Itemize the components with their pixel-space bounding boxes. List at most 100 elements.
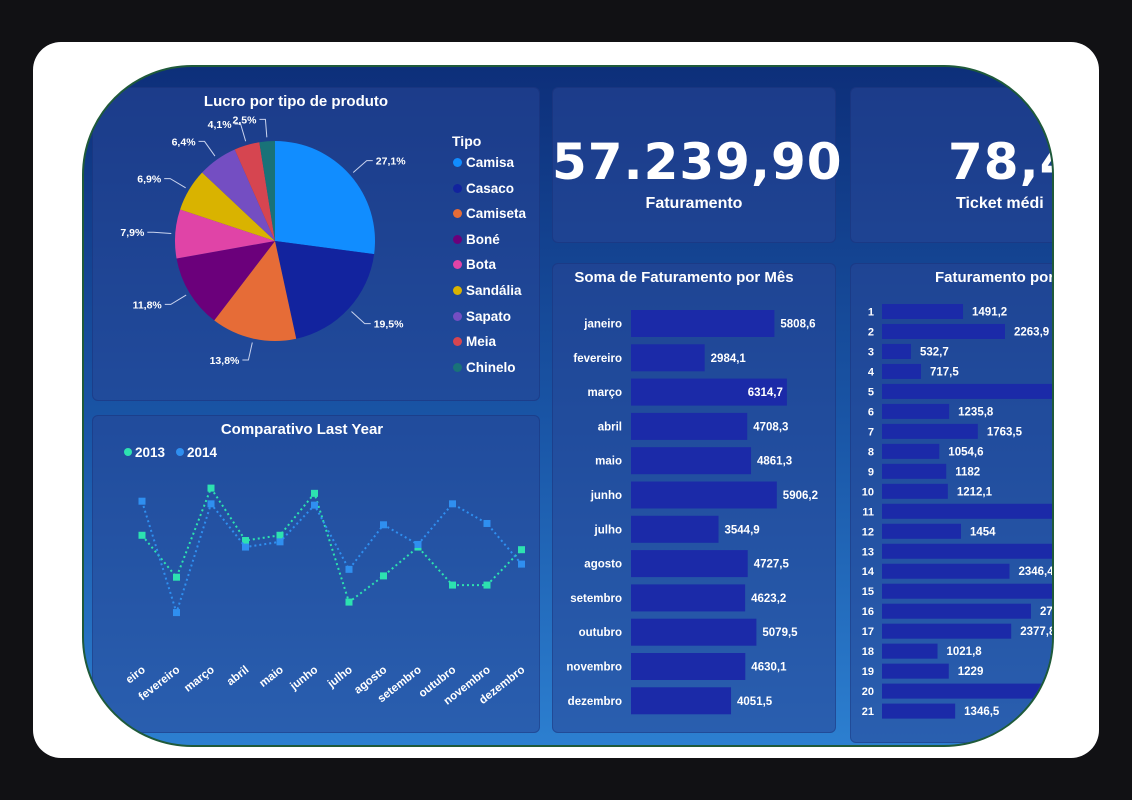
line-point-2014-7 [380, 521, 387, 529]
line-series-2014 [141, 500, 523, 616]
day-bar-15 [882, 603, 1031, 619]
line-point-2013-3 [242, 537, 249, 545]
line-point-2014-0 [138, 497, 146, 505]
legend-item-Meia[interactable]: Meia [453, 334, 496, 349]
pie-slice-3 [176, 241, 275, 321]
day-bar-title: Faturamento por [935, 269, 1054, 286]
month-bar-category-4: maio [595, 456, 622, 468]
line-xtick-0: eiro [124, 664, 148, 686]
day-bar-4 [882, 383, 1052, 399]
pie-label-3: 11,8% [133, 299, 163, 311]
month-bar-6 [631, 515, 719, 543]
month-bar-2 [631, 378, 787, 406]
line-xtick-2: março [182, 664, 217, 695]
pie-label-4: 7,9% [120, 227, 145, 239]
legend-label: Chinelo [466, 359, 516, 375]
legend-dot [453, 260, 462, 270]
day-bar-panel: Faturamento por 1 1491,2 2 2263,9 3 532,7 4 717… [850, 263, 1054, 743]
month-bar-value-9: 5079,5 [762, 627, 798, 639]
legend-item-Chinelo[interactable]: Chinelo [453, 360, 516, 375]
month-bar-category-11: dezembro [568, 696, 622, 708]
line-point-2014-4 [276, 538, 284, 546]
pie-chart[interactable]: 27,1% 19,5% 13,8% 11,8% 7,9% 6,9% 6,4% 4,1% 2,5% [92, 101, 452, 401]
month-bar-category-7: agosto [584, 559, 622, 571]
day-bar-chart[interactable]: 1 1491,2 2 2263,9 3 532,7 4 717,5 5 6 1235,8 7 1763,… [850, 263, 1054, 743]
pie-label-6: 6,4% [172, 136, 197, 148]
line-legend-marker-2013 [124, 448, 132, 456]
day-bar-category-11: 12 [862, 526, 874, 538]
day-bar-category-4: 5 [868, 386, 874, 398]
line-point-2014-11 [518, 560, 525, 568]
month-bar-category-9: outubro [579, 627, 622, 639]
line-point-2014-1 [173, 609, 180, 617]
pie-slice-1 [275, 241, 375, 339]
day-bar-11 [882, 523, 961, 539]
pie-slice-5 [180, 172, 275, 241]
kpi-faturamento-value: 57.239,90 [552, 133, 843, 191]
day-bar-value-2: 532,7 [920, 346, 949, 358]
pie-slice-8 [259, 141, 275, 241]
day-bar-value-11: 1454 [970, 526, 996, 538]
line-point-2013-4 [276, 531, 284, 539]
month-bar-0 [631, 310, 775, 337]
line-legend-2013: 2013 [135, 445, 166, 460]
line-point-2014-2 [207, 500, 215, 508]
line-point-2014-10 [483, 519, 491, 527]
month-bar-8 [631, 584, 746, 612]
month-bar-category-0: janeiro [583, 319, 622, 331]
day-bar-category-7: 8 [868, 446, 874, 458]
month-bar-title: Soma de Faturamento por Mês [574, 269, 794, 286]
kpi-faturamento-label: Faturamento [645, 195, 743, 212]
line-point-2014-5 [311, 501, 318, 509]
month-bar-value-2: 6314,7 [748, 387, 783, 399]
day-bar-0 [882, 304, 964, 319]
legend-dot [453, 183, 462, 193]
day-bar-2 [882, 343, 911, 359]
day-bar-value-5: 1235,8 [958, 406, 994, 418]
day-bar-13 [882, 563, 1010, 579]
day-bar-category-10: 11 [862, 506, 874, 518]
legend-item-Casaco[interactable]: Casaco [453, 181, 514, 196]
day-bar-7 [882, 443, 940, 459]
legend-item-Camiseta[interactable]: Camiseta [453, 206, 526, 221]
legend-item-Boné[interactable]: Boné [453, 232, 500, 247]
legend-item-Sandália[interactable]: Sandália [453, 283, 522, 298]
month-bar-category-2: março [587, 387, 622, 399]
month-bar-chart[interactable]: janeiro 5808,6 fevereiro 2984,1 março 6314,7 a… [552, 263, 836, 733]
month-bar-panel: Soma de Faturamento por Mês janeiro 5808,… [552, 263, 836, 733]
day-bar-value-1: 2263,9 [1014, 326, 1049, 338]
month-bar-value-5: 5906,2 [783, 490, 818, 502]
line-point-2013-7 [380, 572, 387, 580]
legend-item-Sapato[interactable]: Sapato [453, 309, 511, 324]
day-bar-17 [882, 643, 938, 659]
month-bar-value-11: 4051,5 [737, 696, 773, 708]
day-bar-category-0: 1 [868, 307, 874, 319]
day-bar-category-18: 19 [862, 666, 874, 678]
legend-item-Bota[interactable]: Bota [453, 257, 496, 272]
day-bar-6 [882, 423, 978, 439]
day-bar-value-13: 2346,4 [1018, 566, 1054, 578]
pie-title: Lucro por tipo de produto [203, 93, 389, 110]
day-bar-category-5: 6 [868, 406, 874, 418]
day-bar-category-9: 10 [862, 486, 874, 498]
line-point-2013-11 [518, 546, 525, 554]
pie-leader-4 [147, 231, 172, 234]
day-bar-10 [882, 503, 1052, 519]
day-bar-category-14: 15 [862, 586, 874, 598]
day-bar-category-17: 18 [862, 646, 874, 658]
month-bar-1 [631, 344, 705, 372]
legend-item-Camisa[interactable]: Camisa [453, 155, 514, 170]
day-bar-value-18: 1229 [958, 666, 984, 678]
pie-label-8: 2,5% [232, 114, 257, 126]
day-bar-category-12: 13 [862, 546, 874, 558]
pie-slice-6 [202, 149, 275, 241]
month-bar-value-10: 4630,1 [751, 662, 787, 674]
pie-leader-1 [351, 311, 371, 325]
line-point-2014-9 [449, 500, 456, 508]
line-point-2013-9 [449, 581, 456, 589]
line-point-2013-5 [311, 489, 318, 497]
legend-label: Bota [466, 257, 496, 273]
day-bar-value-20: 1346,5 [964, 706, 1000, 718]
pie-label-7: 4,1% [208, 119, 233, 131]
